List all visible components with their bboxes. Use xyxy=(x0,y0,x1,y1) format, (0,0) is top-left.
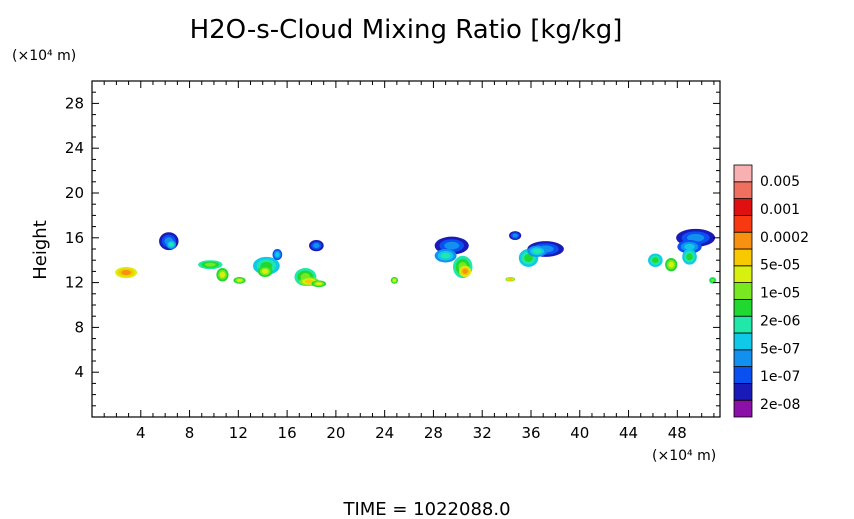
cloud-contour xyxy=(261,268,269,274)
colorbar-swatch xyxy=(733,231,753,250)
y-tick-label: 16 xyxy=(65,229,84,247)
colorbar-swatch xyxy=(733,164,753,183)
time-label: TIME = 1022088.0 xyxy=(342,499,510,519)
chart-title: H2O-s-Cloud Mixing Ratio [kg/kg] xyxy=(190,15,623,45)
cloud-contour xyxy=(684,243,695,250)
colorbar-swatch xyxy=(733,198,753,216)
colorbar: 2e-08 1e-07 5e-07 2e-06 1e-05 5e-05 0.0002 0.00… xyxy=(733,164,809,418)
y-tick-label: 8 xyxy=(74,318,84,336)
colorbar-label: 5e-05 xyxy=(760,258,800,274)
cloud-patch xyxy=(459,265,472,277)
y-tick-label: 4 xyxy=(74,363,84,381)
x-tick-label: 20 xyxy=(326,424,345,442)
x-tick-label: 4 xyxy=(136,424,146,442)
colorbar-swatch xyxy=(733,265,753,283)
cloud-patch xyxy=(677,240,702,254)
x-tick-label: 24 xyxy=(375,424,394,442)
cloud-field xyxy=(115,228,717,288)
cloud-contour xyxy=(524,254,533,262)
cloud-contour xyxy=(668,261,674,268)
cloud-contour xyxy=(304,279,314,284)
x-tick-label: 40 xyxy=(570,424,589,442)
cloud-contour xyxy=(169,242,174,247)
cloud-patch xyxy=(434,249,457,263)
colorbar-label: 0.001 xyxy=(760,202,800,218)
colorbar-swatch xyxy=(733,181,753,200)
colorbar-swatch xyxy=(733,366,753,384)
cloud-patch xyxy=(257,265,273,277)
cloud-contour xyxy=(444,241,460,250)
cloud-contour xyxy=(236,278,243,282)
cloud-patch xyxy=(648,253,663,267)
cloud-contour xyxy=(313,243,320,249)
x-tick-label: 44 xyxy=(619,424,638,442)
y-tick-label: 20 xyxy=(65,184,84,202)
cloud-patch xyxy=(390,277,399,284)
cloud-patch xyxy=(309,240,324,252)
cloud-contour xyxy=(711,278,715,282)
colorbar-label: 0.005 xyxy=(760,174,800,190)
cloud-patch xyxy=(272,249,283,261)
colorbar-swatch xyxy=(733,332,753,351)
cloud-contour xyxy=(315,282,323,286)
colorbar-swatch xyxy=(733,399,753,418)
colorbar-swatch xyxy=(733,248,753,267)
cloud-patch xyxy=(509,231,522,241)
colorbar-swatch xyxy=(733,282,753,300)
x-tick-label: 28 xyxy=(424,424,443,442)
cloud-patch xyxy=(505,277,516,282)
x-tick-label: 36 xyxy=(521,424,540,442)
cloud-contour xyxy=(532,248,542,254)
colorbar-swatch xyxy=(733,315,753,334)
cloud-patch xyxy=(665,257,678,272)
colorbar-swatch xyxy=(733,214,753,233)
colorbar-label: 2e-08 xyxy=(760,397,800,413)
y-tick-label: 28 xyxy=(65,94,84,112)
y-axis-unit: (×10⁴ m) xyxy=(12,48,76,64)
cloud-contour xyxy=(121,270,131,275)
x-tick-label: 8 xyxy=(185,424,195,442)
x-tick-label: 16 xyxy=(278,424,297,442)
cloud-patch xyxy=(166,240,177,250)
cloud-patch xyxy=(682,249,697,265)
cloud-contour xyxy=(687,233,705,242)
colorbar-label: 5e-07 xyxy=(760,341,800,357)
colorbar-label: 1e-05 xyxy=(760,286,800,302)
cloud-contour xyxy=(512,233,518,238)
x-tick-label: 48 xyxy=(668,424,687,442)
cloud-contour xyxy=(508,277,513,281)
colorbar-label: 2e-06 xyxy=(760,313,800,329)
colorbar-label: 1e-07 xyxy=(760,369,800,385)
y-tick-label: 12 xyxy=(65,274,84,292)
colorbar-swatch xyxy=(733,349,753,367)
plot-frame xyxy=(91,80,721,418)
cloud-patch xyxy=(527,245,547,257)
cloud-patch xyxy=(198,260,223,270)
y-tick-label: 24 xyxy=(65,139,84,157)
cloud-patch xyxy=(233,277,246,284)
colorbar-label: 0.0002 xyxy=(760,230,809,246)
cloud-patch xyxy=(216,268,229,282)
cloud-contour xyxy=(219,271,226,278)
colorbar-swatch xyxy=(733,382,753,401)
cloud-patch xyxy=(709,277,717,284)
cloud-contour xyxy=(392,278,397,282)
x-tick-label: 32 xyxy=(473,424,492,442)
colorbar-swatch xyxy=(733,298,753,317)
cloud-contour xyxy=(275,252,280,258)
cloud-contour xyxy=(686,253,693,261)
cloud-patch xyxy=(115,266,138,279)
cloud-patch xyxy=(311,280,327,288)
x-tick-label: 12 xyxy=(229,424,248,442)
x-axis-unit: (×10⁴ m) xyxy=(652,448,716,464)
y-axis-label: Height xyxy=(30,220,51,280)
cloud-contour xyxy=(462,268,468,274)
cloud-contour xyxy=(440,252,451,259)
cloud-contour xyxy=(204,262,216,267)
cloud-contour xyxy=(652,257,659,264)
